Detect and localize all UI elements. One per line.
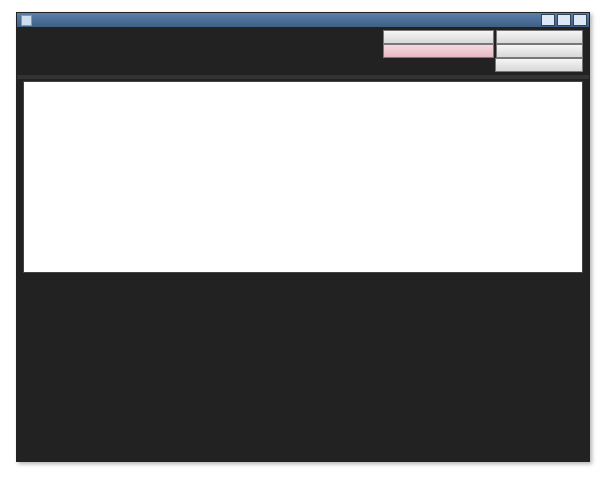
data-table-wrap — [17, 75, 589, 79]
params-left-col — [23, 31, 205, 73]
open-button[interactable] — [496, 30, 583, 44]
save-results-button[interactable] — [495, 58, 583, 72]
maximize-button[interactable] — [557, 14, 571, 26]
close-button[interactable] — [573, 14, 587, 26]
minimize-button[interactable] — [541, 14, 555, 26]
calc-button[interactable] — [383, 44, 494, 58]
preview-button[interactable] — [383, 30, 494, 44]
chart-area — [23, 81, 583, 273]
app-icon — [21, 15, 32, 26]
params-right-col — [383, 31, 583, 73]
window-controls — [541, 14, 589, 26]
window-titlebar — [17, 13, 589, 27]
parameter-panel — [17, 27, 589, 75]
save-button[interactable] — [496, 44, 583, 58]
params-mid-col — [209, 31, 379, 73]
